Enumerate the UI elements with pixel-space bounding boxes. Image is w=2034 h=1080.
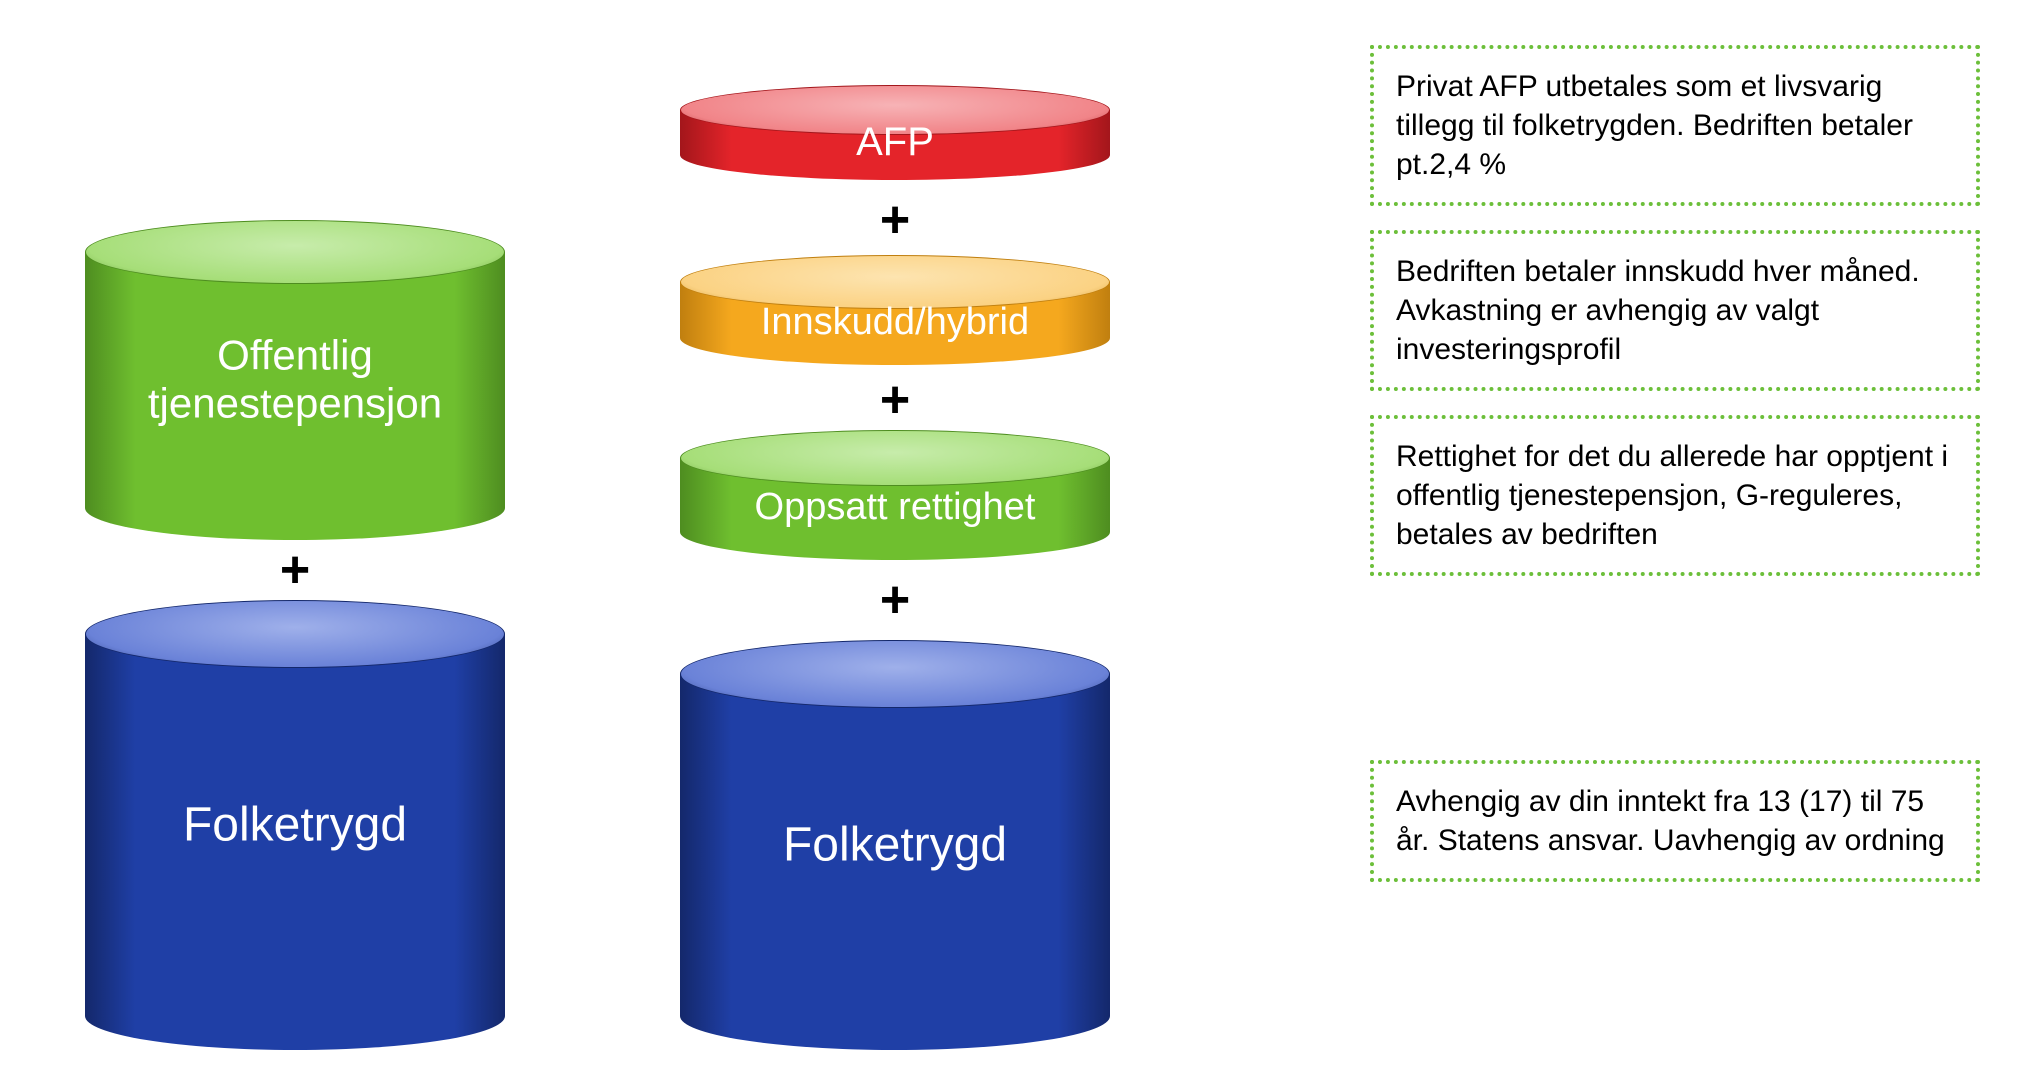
cyl-label: Oppsatt rettighet — [680, 486, 1110, 530]
cyl-top-cap — [85, 220, 505, 284]
note-folketrygd: Avhengig av din inntekt fra 13 (17) til … — [1370, 760, 1980, 882]
cyl-top-cap — [85, 600, 505, 668]
cyl-left-offentlig: Offentlig tjenestepensjon — [85, 220, 505, 540]
cyl-label: Offentlig tjenestepensjon — [85, 332, 505, 429]
note-innskudd: Bedriften betaler innskudd hver måned. A… — [1370, 230, 1980, 391]
note-text: Bedriften betaler innskudd hver måned. A… — [1396, 255, 1920, 366]
cyl-label: Folketrygd — [680, 817, 1110, 872]
note-text: Avhengig av din inntekt fra 13 (17) til … — [1396, 785, 1945, 857]
note-oppsatt: Rettighet for det du allerede har opptje… — [1370, 415, 1980, 576]
cyl-label: Folketrygd — [85, 797, 505, 852]
cyl-label: AFP — [680, 119, 1110, 165]
cyl-right-innskudd: Innskudd/hybrid — [680, 255, 1110, 365]
note-text: Privat AFP utbetales som et livsvarig ti… — [1396, 70, 1913, 181]
cyl-right-oppsatt: Oppsatt rettighet — [680, 430, 1110, 560]
diagram-stage: Offentlig tjenestepensjon Folketrygd + A… — [0, 0, 2034, 1080]
plus-icon: + — [880, 190, 910, 250]
cyl-label: Innskudd/hybrid — [680, 301, 1110, 345]
plus-icon: + — [280, 540, 310, 600]
cyl-top-cap — [680, 430, 1110, 486]
cyl-top-cap — [680, 640, 1110, 708]
plus-icon: + — [880, 370, 910, 430]
cyl-right-afp: AFP — [680, 85, 1110, 180]
cyl-left-folketrygd: Folketrygd — [85, 600, 505, 1050]
note-text: Rettighet for det du allerede har opptje… — [1396, 440, 1948, 551]
plus-icon: + — [880, 570, 910, 630]
cyl-right-folketrygd: Folketrygd — [680, 640, 1110, 1050]
note-afp: Privat AFP utbetales som et livsvarig ti… — [1370, 45, 1980, 206]
